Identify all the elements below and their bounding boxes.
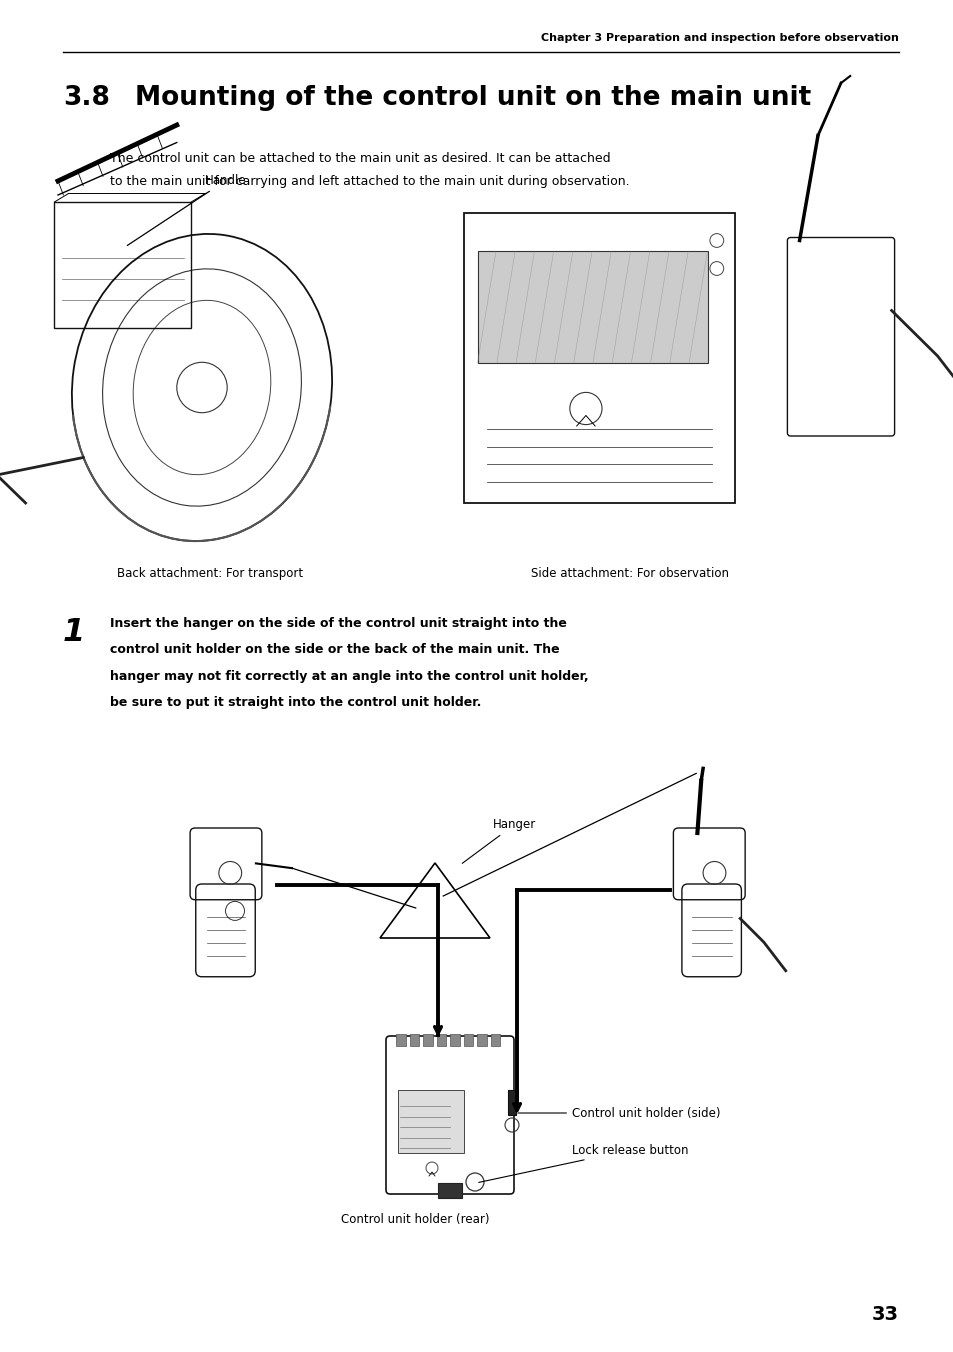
Text: 33: 33 xyxy=(871,1305,898,1324)
Text: 3.8: 3.8 xyxy=(63,85,110,111)
Text: to the main unit for carrying and left attached to the main unit during observat: to the main unit for carrying and left a… xyxy=(110,174,629,188)
Bar xyxy=(409,1034,419,1046)
Bar xyxy=(395,1034,406,1046)
Text: Control unit holder (rear): Control unit holder (rear) xyxy=(340,1213,489,1226)
Text: Handle: Handle xyxy=(127,174,247,246)
Text: Mounting of the control unit on the main unit: Mounting of the control unit on the main… xyxy=(135,85,810,111)
Text: Insert the hanger on the side of the control unit straight into the: Insert the hanger on the side of the con… xyxy=(110,617,566,630)
Text: Chapter 3 Preparation and inspection before observation: Chapter 3 Preparation and inspection bef… xyxy=(540,32,898,43)
Bar xyxy=(490,1034,500,1046)
Bar xyxy=(436,1034,446,1046)
Text: hanger may not fit correctly at an angle into the control unit holder,: hanger may not fit correctly at an angle… xyxy=(110,671,588,683)
Text: 1: 1 xyxy=(63,617,85,648)
Bar xyxy=(54,201,191,329)
Text: be sure to put it straight into the control unit holder.: be sure to put it straight into the cont… xyxy=(110,696,481,710)
Bar xyxy=(437,1183,461,1198)
Bar xyxy=(422,1034,433,1046)
Bar xyxy=(476,1034,486,1046)
Text: Hanger: Hanger xyxy=(462,818,536,864)
Text: control unit holder on the side or the back of the main unit. The: control unit holder on the side or the b… xyxy=(110,644,559,657)
Bar xyxy=(507,1090,516,1115)
Text: Side attachment: For observation: Side attachment: For observation xyxy=(531,566,728,580)
Bar xyxy=(450,1034,459,1046)
Bar xyxy=(397,1090,463,1152)
Text: Back attachment: For transport: Back attachment: For transport xyxy=(117,566,303,580)
Bar xyxy=(463,1034,473,1046)
Text: Lock release button: Lock release button xyxy=(478,1144,688,1183)
Text: The control unit can be attached to the main unit as desired. It can be attached: The control unit can be attached to the … xyxy=(110,151,610,165)
Bar xyxy=(463,212,735,503)
Bar xyxy=(477,251,707,362)
Text: Control unit holder (side): Control unit holder (side) xyxy=(517,1106,720,1119)
